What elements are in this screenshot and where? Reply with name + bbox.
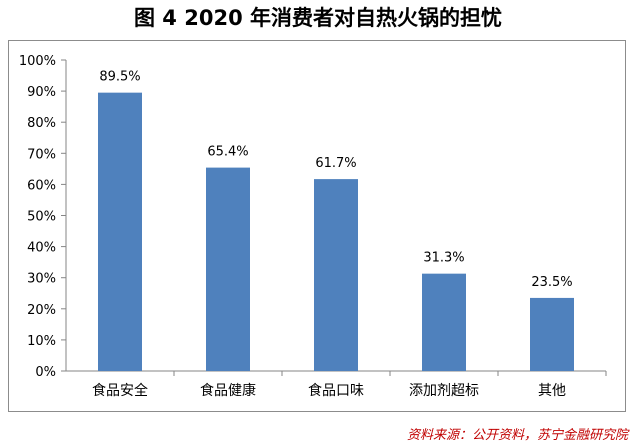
- y-tick-label: 60%: [27, 178, 56, 193]
- category-label: 食品安全: [92, 382, 148, 399]
- bar: [422, 273, 466, 371]
- category-label: 添加剂超标: [409, 383, 479, 399]
- data-label: 23.5%: [531, 275, 572, 290]
- data-label: 61.7%: [315, 156, 356, 171]
- source-note: 资料来源：公开资料，苏宁金融研究院: [406, 428, 628, 443]
- data-label: 65.4%: [207, 145, 248, 160]
- chart-title: 图 4 2020 年消费者对自热火锅的担忧: [134, 6, 502, 30]
- y-tick-label: 0%: [35, 365, 56, 380]
- y-tick-label: 10%: [27, 334, 56, 349]
- bar: [98, 92, 142, 371]
- y-tick-label: 30%: [27, 272, 56, 287]
- bar: [206, 167, 250, 371]
- category-label: 其他: [538, 383, 566, 399]
- y-tick-label: 50%: [27, 210, 56, 225]
- y-tick-label: 70%: [27, 147, 56, 162]
- y-tick-label: 40%: [27, 241, 56, 256]
- bar: [530, 297, 574, 371]
- y-tick-label: 90%: [27, 85, 56, 100]
- data-label: 31.3%: [423, 251, 464, 266]
- category-label: 食品口味: [308, 382, 364, 399]
- bar: [314, 179, 358, 371]
- y-tick-label: 80%: [27, 116, 56, 131]
- y-tick-label: 20%: [27, 303, 56, 318]
- category-label: 食品健康: [200, 382, 256, 399]
- data-label: 89.5%: [99, 70, 140, 85]
- y-tick-label: 100%: [19, 54, 56, 69]
